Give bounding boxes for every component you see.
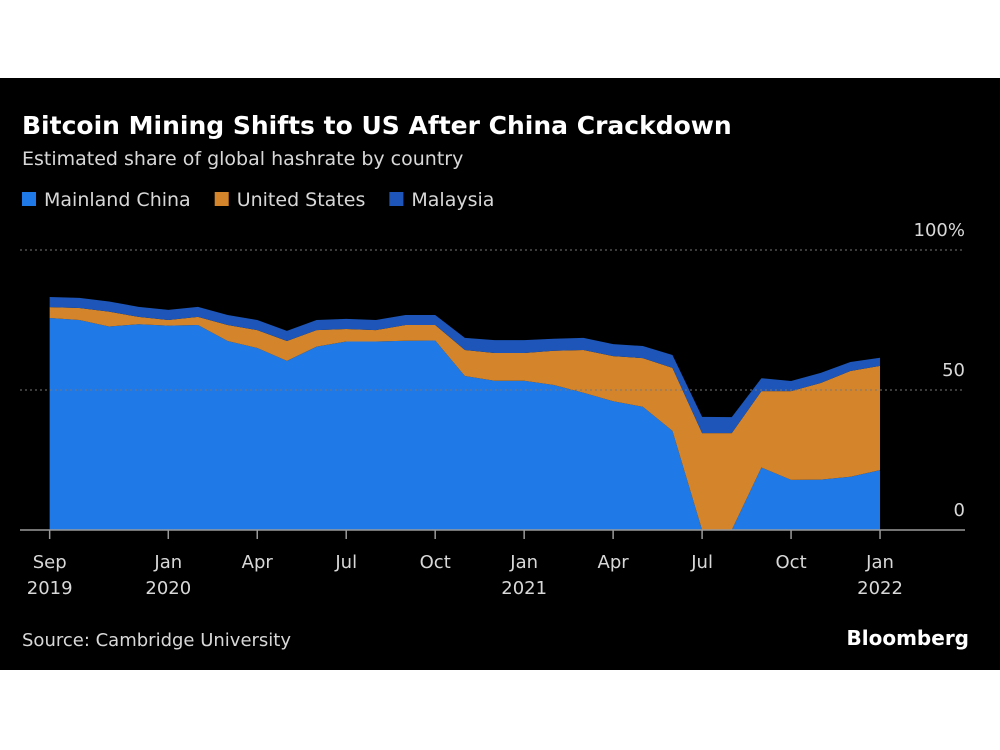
area [49, 318, 881, 530]
x-tick-label: Jan [153, 552, 182, 573]
x-tick-label: Jan [509, 552, 538, 573]
chart-subtitle: Estimated share of global hashrate by co… [22, 148, 463, 170]
y-tick-label: 0 [954, 500, 965, 521]
legend-swatch [389, 192, 404, 206]
area [49, 307, 881, 530]
area [49, 297, 881, 434]
legend-label: Malaysia [411, 189, 494, 211]
x-tick-year: 2019 [27, 578, 73, 599]
source: Source: Cambridge University [22, 630, 291, 651]
brand: Bloomberg [847, 626, 969, 650]
x-tick-year: 2021 [501, 578, 547, 599]
x-tick-label: Jan [865, 552, 894, 573]
legend-label: Mainland China [44, 189, 191, 211]
x-tick-label: Sep [33, 552, 67, 573]
x-tick-label: Oct [420, 552, 451, 573]
x-tick-label: Apr [242, 552, 274, 573]
x-tick-label: Oct [776, 552, 807, 573]
legend-label: United States [237, 189, 366, 211]
y-tick-label: 50 [942, 360, 965, 381]
x-tick-label: Jul [334, 552, 357, 573]
y-tick-label: 100% [914, 220, 965, 241]
x-tick-year: 2022 [857, 578, 903, 599]
x-tick-year: 2020 [145, 578, 191, 599]
x-tick-label: Jul [690, 552, 713, 573]
x-tick-label: Apr [598, 552, 630, 573]
chart-title: Bitcoin Mining Shifts to US After China … [22, 111, 732, 140]
legend-swatch [214, 192, 229, 206]
legend-swatch [22, 192, 36, 206]
